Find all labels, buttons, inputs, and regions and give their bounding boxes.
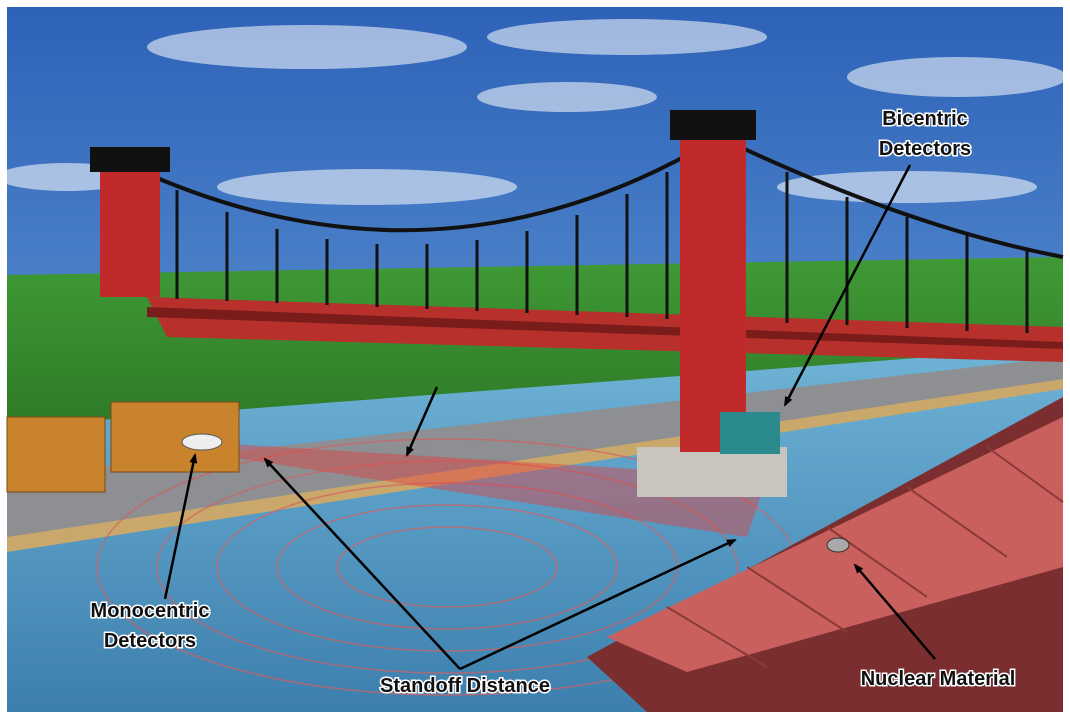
label: Nuclear Material (861, 668, 1016, 690)
label: Bicentric (882, 108, 968, 130)
label: Detectors (104, 630, 196, 652)
label: Standoff Distance (380, 675, 550, 697)
label: Monocentric (91, 600, 210, 622)
illustration (0, 7, 1067, 712)
label: Detectors (879, 138, 971, 160)
